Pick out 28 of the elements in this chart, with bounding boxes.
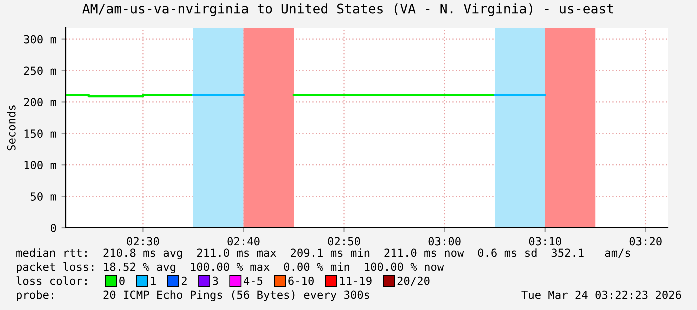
x-tick-label: 03:10: [529, 237, 562, 246]
legend-label: 2: [182, 276, 187, 286]
legend-label: 4-5: [244, 276, 263, 286]
legend-label: 1: [151, 276, 156, 286]
legend-label: 0: [120, 276, 125, 286]
y-tick-label: 200 m: [24, 98, 56, 107]
x-tick-label: 02:30: [127, 237, 160, 246]
legend-label: 6-10: [288, 276, 314, 286]
chart-title: AM/am-us-va-nvirginia to United States (VA - N. Virginia) - us-east: [82, 4, 614, 16]
y-tick-label: 50 m: [30, 192, 56, 201]
text: median rtt: 210.8 ms avg 211.0 ms max 209.1 ms min 211.0 ms now 0.6 ms sd 352.1 am/s: [16, 248, 630, 260]
legend-label: 20/20: [398, 276, 430, 286]
x-tick-label: 03:20: [630, 237, 662, 246]
y-tick-label: 0: [51, 224, 56, 232]
y-axis-title: Seconds: [7, 106, 16, 151]
y-tick-label: 100 m: [24, 161, 56, 170]
text: probe: 20 ICMP Echo Pings (56 Bytes) every 300s: [17, 290, 370, 302]
legend-title: loss color:: [16, 276, 87, 286]
text: packet loss: 18.52 % avg 100.00 % max 0.00 % min 100.00 % now: [17, 262, 444, 274]
legend-label: 3: [213, 276, 218, 286]
legend-label: 11-19: [340, 276, 372, 286]
x-tick-label: 02:40: [228, 237, 260, 246]
x-tick-label: 03:00: [428, 237, 461, 246]
y-tick-label: 250 m: [24, 66, 56, 76]
y-tick-label: 300 m: [24, 35, 56, 44]
y-tick-label: 150 m: [24, 130, 56, 138]
text: Tue Mar 24 03:22:23 2026: [522, 290, 682, 300]
x-tick-label: 02:50: [328, 237, 360, 246]
